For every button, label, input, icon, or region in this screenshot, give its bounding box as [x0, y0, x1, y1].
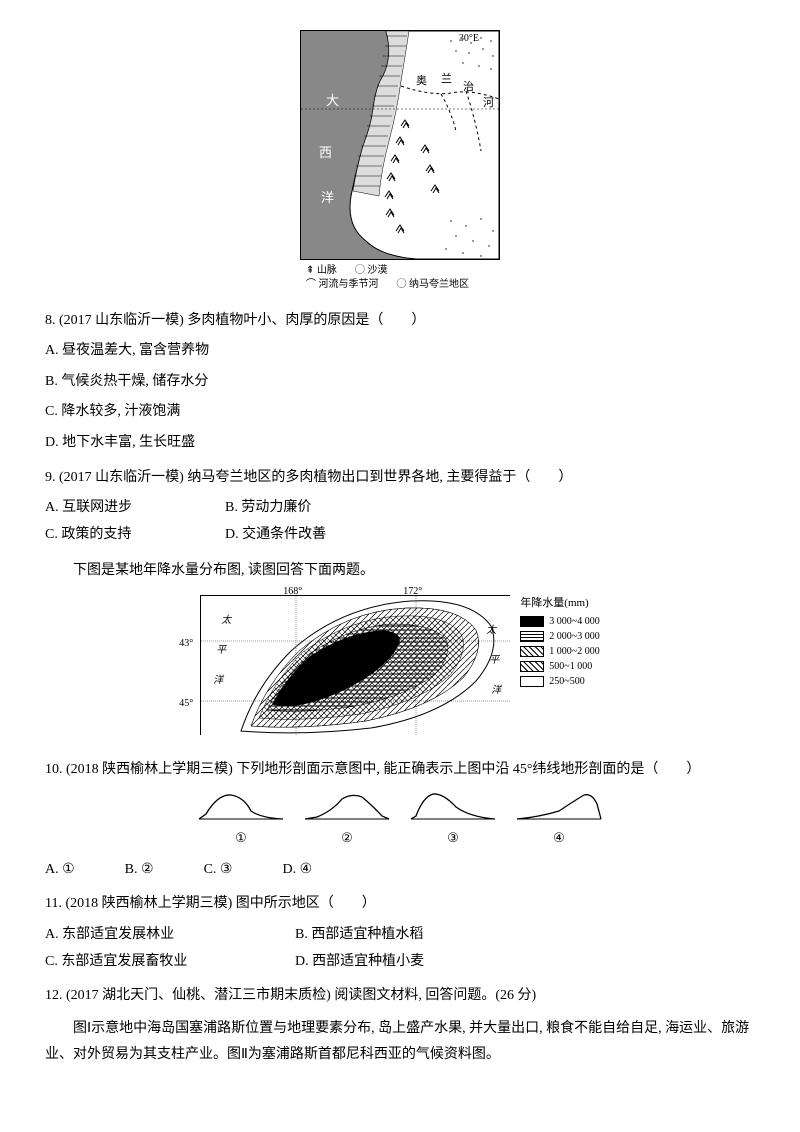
profile-3-svg	[408, 789, 498, 824]
q10-opt-c: C. ③	[204, 857, 233, 884]
swatch-1000	[520, 646, 544, 657]
q11-opt-c: C. 东部适宜发展畜牧业	[45, 949, 295, 976]
map1-river-2: 兰	[441, 69, 452, 90]
q10-opt-a: A. ①	[45, 857, 75, 884]
map1-river-3: 治	[463, 77, 474, 98]
q11-opt-d: D. 西部适宜种植小麦	[295, 949, 475, 976]
q11-opt-b: B. 西部适宜种植水稻	[295, 922, 475, 949]
intro-precip: 下图是某地年降水量分布图, 读图回答下面两题。	[45, 558, 755, 585]
legend-river: ⌒ 河流与季节河	[306, 278, 379, 292]
legend-3000-label: 3 000~4 000	[549, 614, 599, 629]
map2-svg	[201, 596, 511, 736]
legend-2000-label: 2 000~3 000	[549, 629, 599, 644]
profile-1: ①	[196, 789, 286, 851]
q8-opt-a: A. 昼夜温差大, 富含营养物	[45, 338, 755, 365]
legend-namaqua: ◯ 纳马夸兰地区	[397, 278, 470, 292]
profile-2: ②	[302, 789, 392, 851]
map2-lon1: 168°	[283, 582, 302, 601]
map1-canvas: 30°E 30°S 大 西 洋 奥 兰 治 河	[300, 30, 500, 260]
profile-2-label: ②	[341, 826, 353, 851]
q9-stem: 9. (2017 山东临沂一模) 纳马夸兰地区的多肉植物出口到世界各地, 主要得…	[45, 465, 755, 492]
q9-opt-c: C. 政策的支持	[45, 522, 225, 549]
q8-opt-c: C. 降水较多, 汁液饱满	[45, 399, 755, 426]
map1-ocean-3: 洋	[321, 186, 334, 211]
swatch-2000	[520, 631, 544, 642]
q9-opt-b: B. 劳动力廉价	[225, 495, 405, 522]
q8-stem: 8. (2017 山东临沂一模) 多肉植物叶小、肉厚的原因是（ ）	[45, 308, 755, 335]
q8-opt-b: B. 气候炎热干燥, 储存水分	[45, 369, 755, 396]
q8-opt-d: D. 地下水丰富, 生长旺盛	[45, 430, 755, 457]
map1-lon-label: 30°E	[459, 30, 479, 48]
q10-opt-d: D. ④	[282, 857, 312, 884]
map2-ocean-e2: 平	[489, 651, 499, 670]
map1-river-1: 奥	[416, 71, 427, 92]
q9-opt-d: D. 交通条件改善	[225, 522, 405, 549]
q11-opt-a: A. 东部适宜发展林业	[45, 922, 295, 949]
legend-250-label: 250~500	[549, 674, 584, 689]
legend-500-label: 500~1 000	[549, 659, 592, 674]
map2-ocean-e1: 太	[486, 621, 496, 640]
q10-opt-b: B. ②	[125, 857, 154, 884]
map2-canvas: 168° 172° 43° 45° 太 平 洋 太 平 洋	[200, 595, 510, 735]
q10-stem: 10. (2018 陕西榆林上学期三模) 下列地形剖面示意图中, 能正确表示上图…	[45, 757, 755, 784]
legend-mountain: ⇞ 山脉	[306, 264, 337, 278]
map2-wrapper: 168° 172° 43° 45° 太 平 洋 太 平 洋 年降水量(mm) 3…	[200, 595, 599, 735]
profile-1-label: ①	[235, 826, 247, 851]
swatch-3000	[520, 616, 544, 627]
profile-4-svg	[514, 789, 604, 824]
profile-3: ③	[408, 789, 498, 851]
swatch-500	[520, 661, 544, 672]
map2-ocean-e3: 洋	[491, 681, 501, 700]
swatch-250	[520, 676, 544, 687]
q12-stem: 12. (2017 湖北天门、仙桃、潜江三市期末质检) 阅读图文材料, 回答问题…	[45, 983, 755, 1010]
map2-ocean-w3: 洋	[213, 671, 223, 690]
map1-river-4: 河	[483, 93, 494, 114]
legend2-title: 年降水量(mm)	[520, 595, 599, 612]
map2-legend: 年降水量(mm) 3 000~4 000 2 000~3 000 1 000~2…	[520, 595, 599, 690]
q9-opt-a: A. 互联网进步	[45, 495, 225, 522]
map2-lat1: 43°	[179, 634, 193, 653]
legend-1000-label: 1 000~2 000	[549, 644, 599, 659]
map2-ocean-w1: 太	[221, 611, 231, 630]
map2-lon2: 172°	[403, 582, 422, 601]
map1-ocean-2: 西	[319, 141, 332, 166]
profile-4-label: ④	[553, 826, 565, 851]
map2-ocean-w2: 平	[216, 641, 226, 660]
map1-legend: ⇞ 山脉 ◯ 沙漠 ⌒ 河流与季节河 ◯ 纳马夸兰地区	[300, 264, 500, 292]
map2-lat2: 45°	[179, 694, 193, 713]
profile-1-svg	[196, 789, 286, 824]
profile-4: ④	[514, 789, 604, 851]
figure-namaqua: 30°E 30°S 大 西 洋 奥 兰 治 河 ⇞ 山脉 ◯ 沙漠 ⌒ 河流与季…	[45, 30, 755, 298]
map1-ocean-1: 大	[326, 89, 339, 114]
profile-2-svg	[302, 789, 392, 824]
legend-desert: ◯ 沙漠	[355, 264, 388, 278]
figure-precip: 168° 172° 43° 45° 太 平 洋 太 平 洋 年降水量(mm) 3…	[45, 595, 755, 747]
profile-row: ① ② ③ ④	[45, 789, 755, 851]
q12-body: 图Ⅰ示意地中海岛国塞浦路斯位置与地理要素分布, 岛上盛产水果, 并大量出口, 粮…	[45, 1016, 755, 1069]
map1-wrapper: 30°E 30°S 大 西 洋 奥 兰 治 河 ⇞ 山脉 ◯ 沙漠 ⌒ 河流与季…	[300, 30, 500, 292]
profile-3-label: ③	[447, 826, 459, 851]
q11-stem: 11. (2018 陕西榆林上学期三模) 图中所示地区（ ）	[45, 891, 755, 918]
